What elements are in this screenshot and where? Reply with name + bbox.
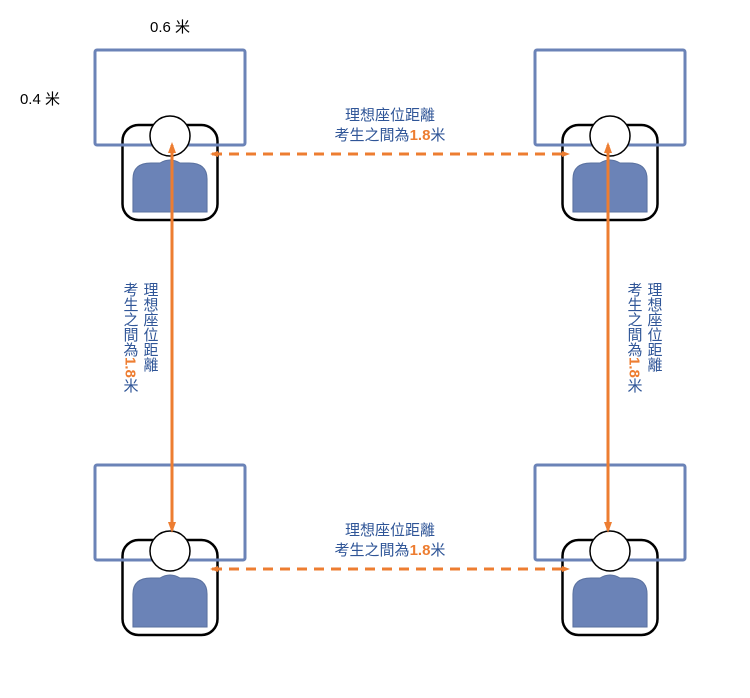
person-head — [150, 116, 190, 156]
distance-label-bottom-line2: 考生之間為1.8米 — [335, 542, 446, 559]
dim-desk-width: 0.6 米 — [150, 19, 190, 36]
person-body — [133, 575, 207, 627]
person-head — [590, 531, 630, 571]
distance-label-top-line1: 理想座位距離 — [345, 106, 435, 124]
distance-label-bottom-line1: 理想座位距離 — [345, 521, 435, 539]
person-head — [590, 116, 630, 156]
person-head — [150, 531, 190, 571]
person-body — [133, 160, 207, 212]
person-body — [573, 575, 647, 627]
person-body — [573, 160, 647, 212]
distance-label-top-line2: 考生之間為1.8米 — [335, 127, 446, 144]
seating-diagram: 0.6 米 0.4 米理想座位距離考生之間為1.8米理想座位距離考生之間為1.8米… — [0, 0, 750, 698]
dim-desk-height: 0.4 米 — [20, 91, 60, 108]
